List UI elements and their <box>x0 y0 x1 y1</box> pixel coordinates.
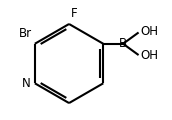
Text: N: N <box>22 77 31 90</box>
Text: OH: OH <box>140 49 158 62</box>
Text: Br: Br <box>19 27 32 39</box>
Text: OH: OH <box>140 25 158 38</box>
Text: B: B <box>119 37 127 50</box>
Text: F: F <box>71 7 77 20</box>
